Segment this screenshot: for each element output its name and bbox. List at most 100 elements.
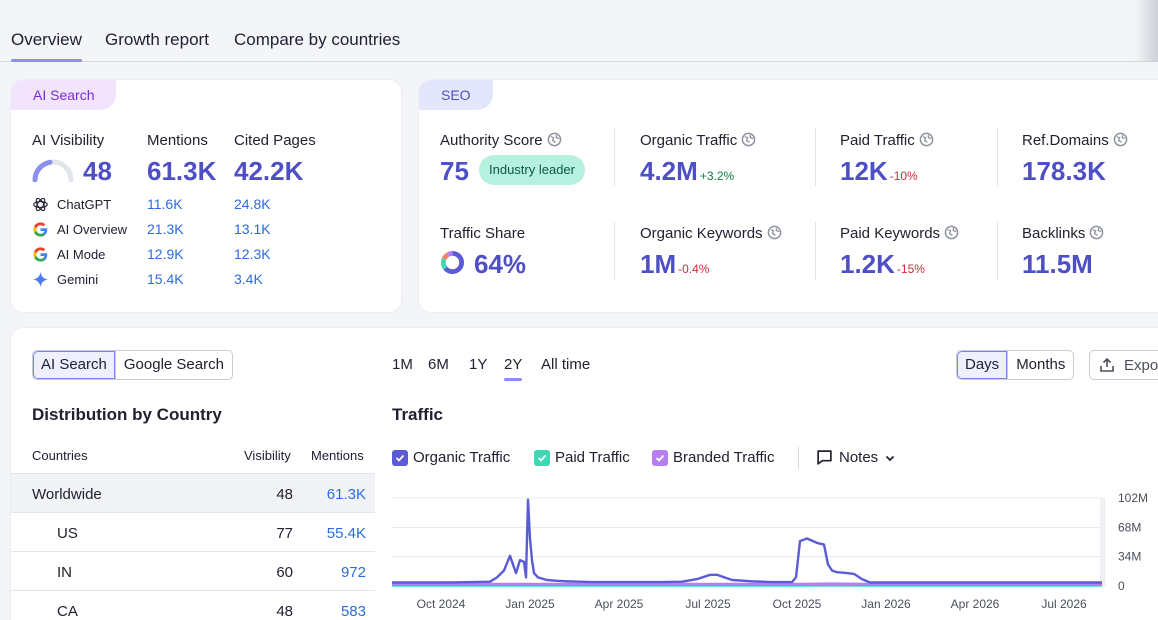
paid-keywords-value: 1.2K -15% <box>840 249 925 280</box>
ai-overview-mentions[interactable]: 21.3K <box>147 221 184 237</box>
period-6m[interactable]: 6M <box>428 356 449 373</box>
granularity-toggle: Days Months <box>956 350 1075 380</box>
country-mentions[interactable]: 55.4K <box>326 525 366 542</box>
mentions-value[interactable]: 61.3K <box>147 156 217 186</box>
tab-compare-by-countries[interactable]: Compare by countries <box>234 30 401 49</box>
chatgpt-cited[interactable]: 24.8K <box>234 196 271 212</box>
chatgpt-mentions[interactable]: 11.6K <box>147 196 183 212</box>
paid-keywords-number[interactable]: 1.2K <box>840 249 895 279</box>
gemini-mentions[interactable]: 15.4K <box>147 271 184 287</box>
visibility-gauge-icon <box>32 159 74 182</box>
organic-keywords-delta: -0.4% <box>678 262 710 276</box>
backlinks-text: Backlinks <box>1022 225 1086 242</box>
upload-icon <box>1100 357 1114 372</box>
tab-overview[interactable]: Overview <box>11 30 82 62</box>
table-row[interactable]: CA 48 583 <box>11 590 375 620</box>
granularity-days[interactable]: Days <box>957 351 1008 379</box>
gemini-icon <box>32 271 49 288</box>
source-google-search[interactable]: Google Search <box>114 351 232 379</box>
organic-keywords-number[interactable]: 1M <box>640 249 677 279</box>
globe-icon <box>1090 225 1104 240</box>
paid-keywords-delta: -15% <box>896 262 925 276</box>
ai-search-label: AI Search <box>11 80 117 110</box>
globe-icon <box>1113 132 1128 147</box>
country-name: US <box>57 525 78 542</box>
x-tick-label: Jan 2025 <box>505 597 555 611</box>
backlinks-value[interactable]: 11.5M <box>1022 249 1093 279</box>
legend-organic-traffic[interactable]: Organic Traffic <box>392 449 510 466</box>
globe-icon <box>741 132 756 147</box>
tab-growth-report[interactable]: Growth report <box>105 30 209 49</box>
note-icon <box>817 450 832 465</box>
divider <box>614 128 615 186</box>
organic-traffic-text: Organic Traffic <box>640 132 738 149</box>
x-tick-label: Apr 2026 <box>951 597 1000 611</box>
country-mentions[interactable]: 61.3K <box>326 486 366 503</box>
ai-mode-mentions[interactable]: 12.9K <box>147 246 184 262</box>
ai-overview-cited[interactable]: 13.1K <box>234 221 271 237</box>
traffic-chart[interactable]: 102M 68M 34M 0 Oct 2024 Jan 2025 Apr 2025 Jul 2… <box>392 488 1158 620</box>
paid-traffic-number[interactable]: 12K <box>840 156 888 186</box>
notes-label: Notes <box>839 449 879 466</box>
period-all-time[interactable]: All time <box>541 356 591 373</box>
granularity-months[interactable]: Months <box>1007 351 1073 379</box>
table-row[interactable]: Worldwide 48 61.3K <box>11 473 375 512</box>
ref-domains-value[interactable]: 178.3K <box>1022 156 1106 186</box>
industry-leader-badge: Industry leader <box>479 155 585 185</box>
x-tick-label: Oct 2024 <box>417 597 466 611</box>
chatgpt-icon <box>33 197 48 212</box>
distribution-title: Distribution by Country <box>32 405 222 424</box>
col-visibility: Visibility <box>244 448 291 463</box>
divider <box>815 128 816 186</box>
country-visibility: 60 <box>276 564 293 581</box>
paid-keywords-text: Paid Keywords <box>840 225 941 242</box>
globe-icon <box>767 225 781 240</box>
globe-icon <box>944 225 959 240</box>
organic-traffic-number[interactable]: 4.2M <box>640 156 698 186</box>
export-button[interactable]: Expo <box>1089 350 1158 380</box>
future-band <box>1100 498 1104 586</box>
legend-label: Branded Traffic <box>673 449 775 466</box>
authority-score-value[interactable]: 75 <box>440 156 469 186</box>
authority-score-text: Authority Score <box>440 132 543 149</box>
divider <box>997 222 998 280</box>
country-mentions[interactable]: 972 <box>340 564 366 581</box>
period-1m[interactable]: 1M <box>392 356 413 373</box>
authority-score-label: Authority Score <box>440 132 562 149</box>
table-row[interactable]: US 77 55.4K <box>11 512 375 551</box>
seo-label: SEO <box>419 80 493 110</box>
country-visibility: 48 <box>276 486 293 503</box>
x-tick-label: Apr 2025 <box>595 597 644 611</box>
source-ai-search[interactable]: AI Search <box>33 351 115 379</box>
organic-keywords-value: 1M -0.4% <box>640 249 709 280</box>
cited-pages-value[interactable]: 42.2K <box>234 156 304 186</box>
ai-row-label: Gemini <box>57 272 99 287</box>
period-2y[interactable]: 2Y <box>504 356 523 381</box>
top-tabs: Overview Growth report Compare by countr… <box>0 0 1158 62</box>
table-row[interactable]: IN 60 972 <box>11 551 375 590</box>
gemini-cited[interactable]: 3.4K <box>234 271 263 287</box>
country-mentions[interactable]: 583 <box>340 603 366 620</box>
y-tick-label: 34M <box>1118 550 1141 564</box>
country-name: Worldwide <box>32 486 102 503</box>
traffic-share-donut-icon <box>440 250 465 275</box>
traffic-share-value: 64% <box>474 249 527 279</box>
traffic-share-label: Traffic Share <box>440 225 526 242</box>
organic-traffic-delta: +3.2% <box>699 169 735 183</box>
ai-row-label: AI Overview <box>57 222 128 237</box>
country-name: IN <box>57 564 72 581</box>
ai-mode-cited[interactable]: 12.3K <box>234 246 271 262</box>
globe-icon <box>547 132 561 147</box>
notes-dropdown[interactable]: Notes <box>816 449 896 466</box>
ai-row-label: AI Mode <box>57 247 106 262</box>
legend-branded-traffic[interactable]: Branded Traffic <box>652 449 774 466</box>
chevron-down-icon <box>886 455 895 461</box>
divider <box>997 128 998 186</box>
checkbox-checked-icon <box>534 449 550 466</box>
legend-paid-traffic[interactable]: Paid Traffic <box>534 449 630 466</box>
source-toggle: AI Search Google Search <box>32 350 233 380</box>
organic-traffic-value: 4.2M +3.2% <box>640 156 734 187</box>
country-visibility: 77 <box>276 525 293 542</box>
checkbox-checked-icon <box>392 449 408 466</box>
period-1y[interactable]: 1Y <box>469 356 488 373</box>
